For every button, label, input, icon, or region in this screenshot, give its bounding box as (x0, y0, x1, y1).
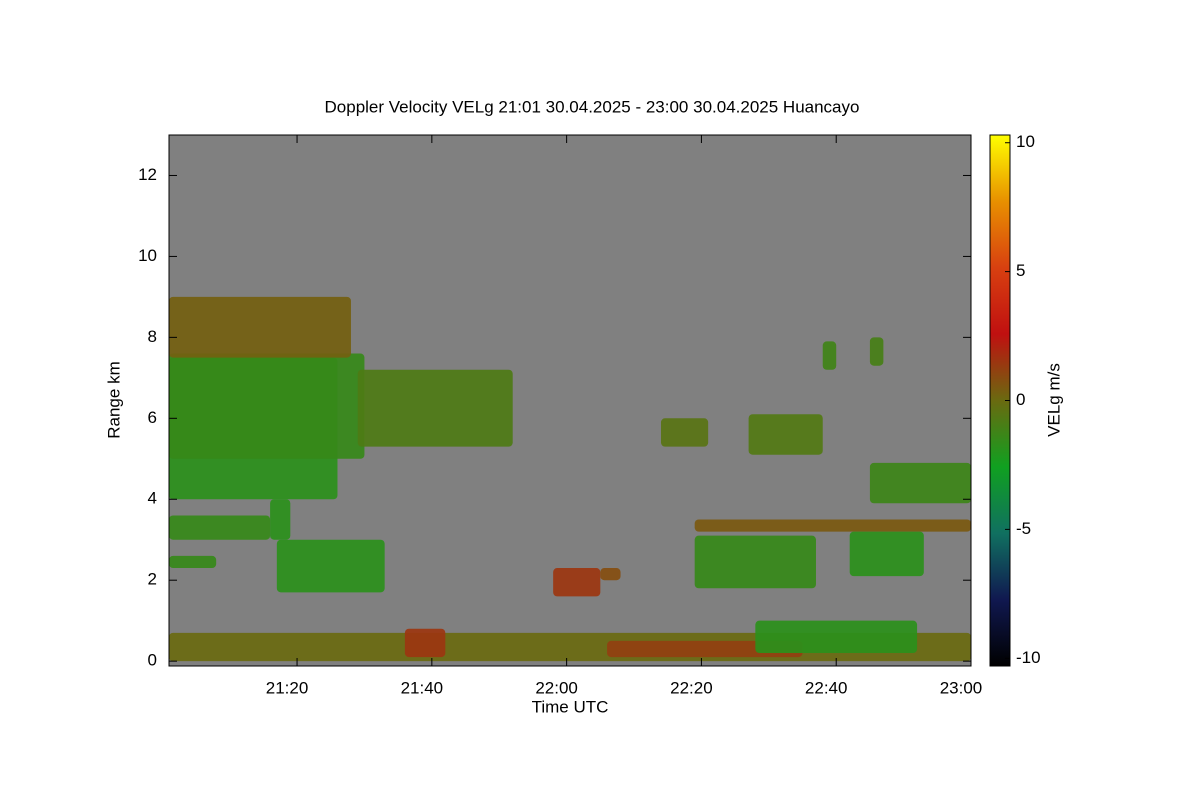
echo-region (553, 568, 601, 597)
y-tick-label: 12 (138, 165, 157, 184)
echo-region (276, 539, 385, 593)
echo-region (600, 568, 621, 581)
x-tick-label: 22:00 (535, 678, 578, 697)
colorbar-tick-label: 0 (1016, 390, 1025, 409)
colorbar-tick-label: -10 (1016, 648, 1041, 667)
echo-region (755, 620, 918, 654)
x-axis-label: Time UTC (532, 697, 609, 716)
chart-title: Doppler Velocity VELg 21:01 30.04.2025 -… (325, 97, 860, 116)
echo-region (404, 628, 446, 658)
y-tick-label: 2 (148, 570, 157, 589)
x-tick-label: 21:40 (401, 678, 444, 697)
echo-region (849, 531, 924, 577)
echo-region (169, 296, 351, 358)
y-tick-label: 4 (148, 489, 157, 508)
x-tick-label: 22:40 (805, 678, 848, 697)
colorbar-tick-label: 10 (1016, 132, 1035, 151)
y-axis-label: Range km (104, 361, 123, 438)
echo-region (869, 337, 884, 366)
echo-region (169, 555, 217, 569)
echo-region (694, 535, 816, 589)
echo-region (169, 353, 365, 459)
echo-region (869, 462, 971, 504)
colorbar-tick-label: -5 (1016, 519, 1031, 538)
echo-region (694, 519, 971, 532)
echo-region (822, 341, 837, 370)
echo-region (660, 418, 709, 447)
x-tick-label: 21:20 (266, 678, 309, 697)
echo-region (607, 640, 803, 658)
echo-region (169, 515, 271, 540)
echo-region (357, 369, 513, 447)
x-tick-label: 22:20 (670, 678, 713, 697)
colorbar-label: VELg m/s (1044, 363, 1063, 437)
y-tick-label: 6 (148, 408, 157, 427)
echo-region (748, 414, 823, 455)
y-tick-label: 0 (148, 651, 157, 670)
y-tick-label: 10 (138, 246, 157, 265)
colorbar-tick-label: 5 (1016, 261, 1025, 280)
plot-frame (168, 134, 972, 667)
y-tick-label: 8 (148, 327, 157, 346)
echo-region (270, 499, 291, 540)
x-tick-label: 23:00 (940, 678, 983, 697)
